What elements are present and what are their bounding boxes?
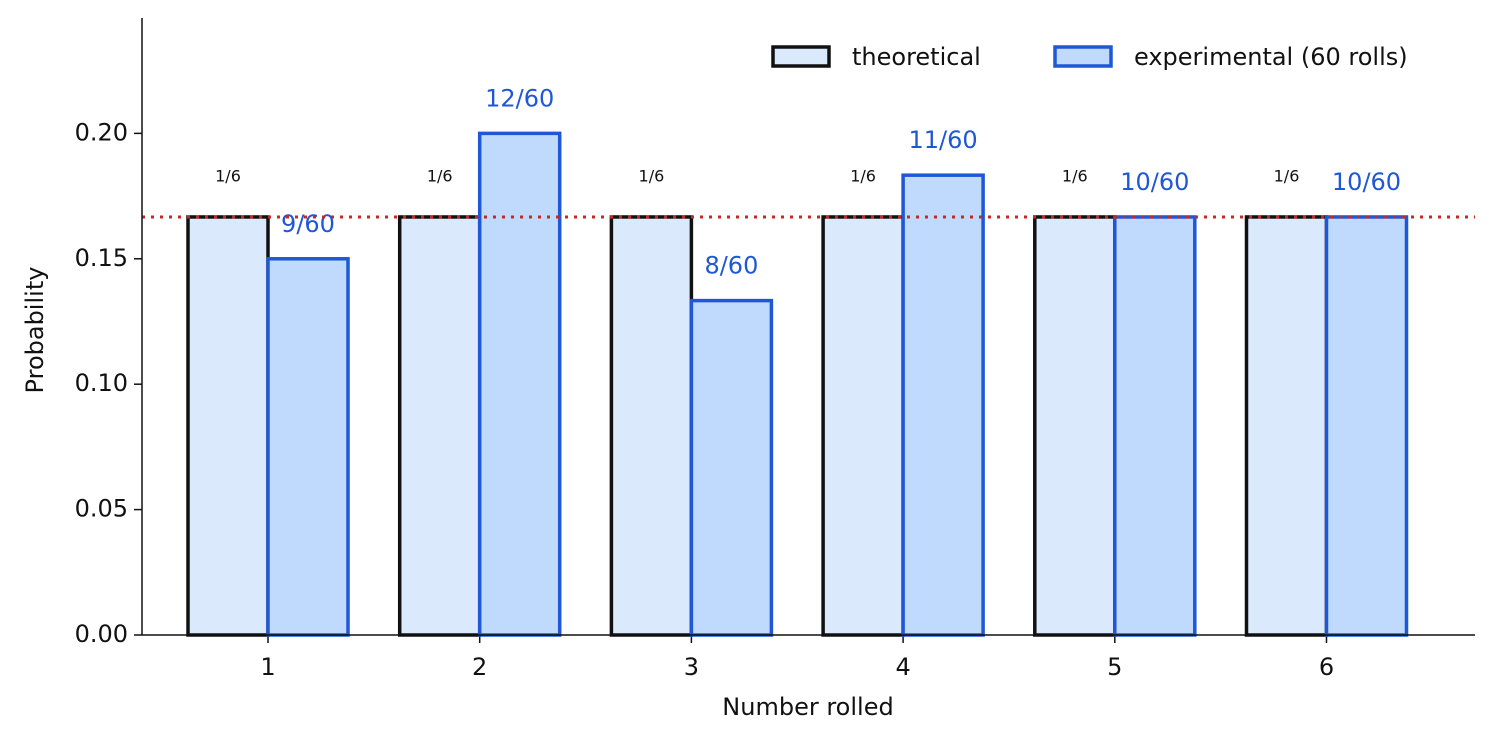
value-label: 1/6: [1062, 166, 1088, 185]
value-label: 1/6: [850, 166, 876, 185]
x-tick-label: 1: [260, 653, 275, 681]
legend-swatch: [1053, 45, 1113, 68]
value-label: 11/60: [909, 126, 978, 154]
bar: [1033, 215, 1117, 637]
bar: [1113, 215, 1197, 637]
value-label: 1/6: [1274, 166, 1300, 185]
bar: [901, 173, 985, 637]
y-tick-label: 0.00: [75, 620, 128, 648]
x-tick-label: 3: [684, 653, 699, 681]
x-tick-label: 4: [895, 653, 910, 681]
legend-label: experimental (60 rolls): [1134, 43, 1408, 71]
bar: [397, 215, 482, 637]
value-label: 12/60: [485, 84, 554, 112]
value-label: 1/6: [427, 166, 453, 185]
bar: [477, 131, 562, 637]
x-axis-label: Number rolled: [722, 693, 893, 721]
x-tick-label: 2: [472, 653, 487, 681]
legend-swatch: [771, 45, 831, 68]
y-axis-label: Probability: [21, 267, 49, 394]
y-tick-label: 0.10: [75, 369, 128, 397]
bar: [266, 257, 350, 637]
x-tick-label: 5: [1107, 653, 1122, 681]
bar: [609, 215, 694, 637]
bar: [186, 215, 270, 637]
x-tick-label: 6: [1319, 653, 1334, 681]
y-tick-label: 0.05: [75, 495, 128, 523]
bar: [1244, 215, 1329, 637]
value-label: 1/6: [639, 166, 665, 185]
value-label: 1/6: [215, 166, 241, 185]
value-label: 10/60: [1120, 168, 1189, 196]
value-label: 10/60: [1332, 168, 1401, 196]
legend-label: theoretical: [852, 43, 981, 71]
bar: [1324, 215, 1409, 637]
value-label: 9/60: [281, 210, 335, 238]
bar: [821, 215, 905, 637]
y-tick-label: 0.20: [75, 118, 128, 146]
y-tick-label: 0.15: [75, 244, 128, 272]
value-label: 8/60: [704, 252, 758, 280]
bar: [689, 298, 774, 637]
